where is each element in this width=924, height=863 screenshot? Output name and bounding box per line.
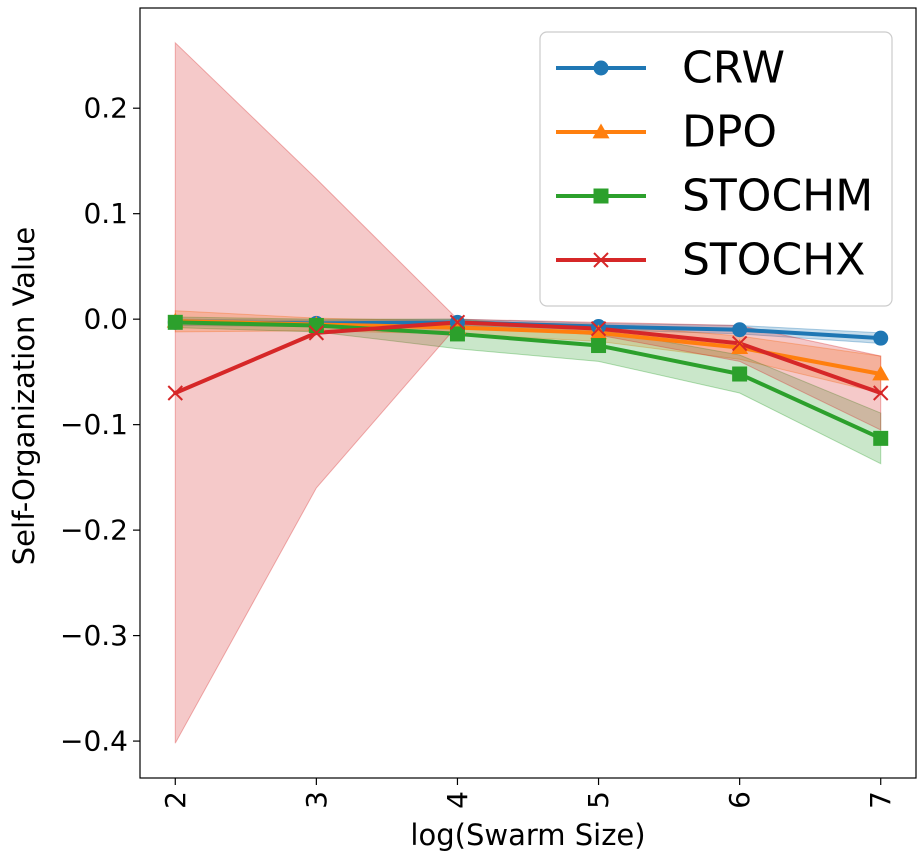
- point-stochm: [308, 317, 324, 333]
- x-tick-label: 6: [723, 791, 756, 809]
- point-stochx: [167, 385, 183, 401]
- x-tick-label: 5: [582, 791, 615, 809]
- legend-label: CRW: [682, 43, 785, 94]
- point-stochm: [732, 366, 748, 382]
- y-tick-label: 0.2: [83, 92, 128, 125]
- point-dpo: [590, 324, 608, 340]
- legend: CRW DPO STOCHM STOCHX: [539, 31, 893, 307]
- plot-frame: [139, 7, 917, 779]
- legend-label: STOCHX: [682, 235, 865, 286]
- point-crw: [873, 330, 889, 346]
- y-tick-label: −0.4: [60, 725, 128, 758]
- legend-label: STOCHM: [682, 171, 873, 222]
- y-tick-label: −0.3: [60, 619, 128, 652]
- y-tick-label: −0.2: [60, 514, 128, 547]
- point-stochx: [449, 314, 466, 331]
- point-stochx: [731, 335, 748, 352]
- point-crw: [732, 322, 748, 338]
- y-axis-label: Self-Organization Value: [7, 227, 41, 565]
- legend-marker: [592, 123, 610, 139]
- x-tick-label: 7: [864, 791, 897, 809]
- legend-entry-dpo: DPO: [556, 107, 777, 158]
- point-stochx: [590, 320, 607, 337]
- y-axis-ticks: 0.2 0.1 0.0 −0.1 −0.2 −0.3 −0.4: [60, 92, 140, 758]
- point-stochx: [308, 325, 325, 341]
- y-tick-label: 0.1: [83, 197, 128, 230]
- series-lines: [173, 319, 883, 441]
- point-dpo: [872, 365, 890, 381]
- legend-entry-stochx: STOCHX: [556, 235, 865, 286]
- legend-marker: [593, 60, 609, 76]
- y-tick-label: 0.0: [83, 303, 128, 336]
- line-stochm: [173, 320, 883, 441]
- point-stochm: [167, 314, 183, 330]
- x-tick-label: 3: [300, 791, 333, 809]
- legend-marker: [593, 252, 609, 268]
- legend-entry-crw: CRW: [556, 43, 785, 94]
- point-dpo: [731, 339, 749, 355]
- point-stochx: [873, 385, 889, 401]
- x-axis-label: log(Swarm Size): [410, 818, 645, 852]
- point-stochm: [873, 430, 889, 446]
- point-stochm: [591, 338, 607, 354]
- legend-marker: [593, 188, 609, 204]
- x-axis-ticks: 2 3 4 5 6 7: [159, 778, 897, 809]
- series-markers: [166, 312, 890, 446]
- x-tick-label: 4: [441, 791, 474, 809]
- legend-box: [539, 31, 893, 307]
- legend-label: DPO: [682, 107, 777, 158]
- point-stochm: [449, 326, 465, 342]
- line-stochx: [173, 320, 883, 395]
- y-tick-label: −0.1: [60, 408, 128, 441]
- x-tick-label: 2: [159, 791, 192, 809]
- legend-entry-stochm: STOCHM: [556, 171, 873, 222]
